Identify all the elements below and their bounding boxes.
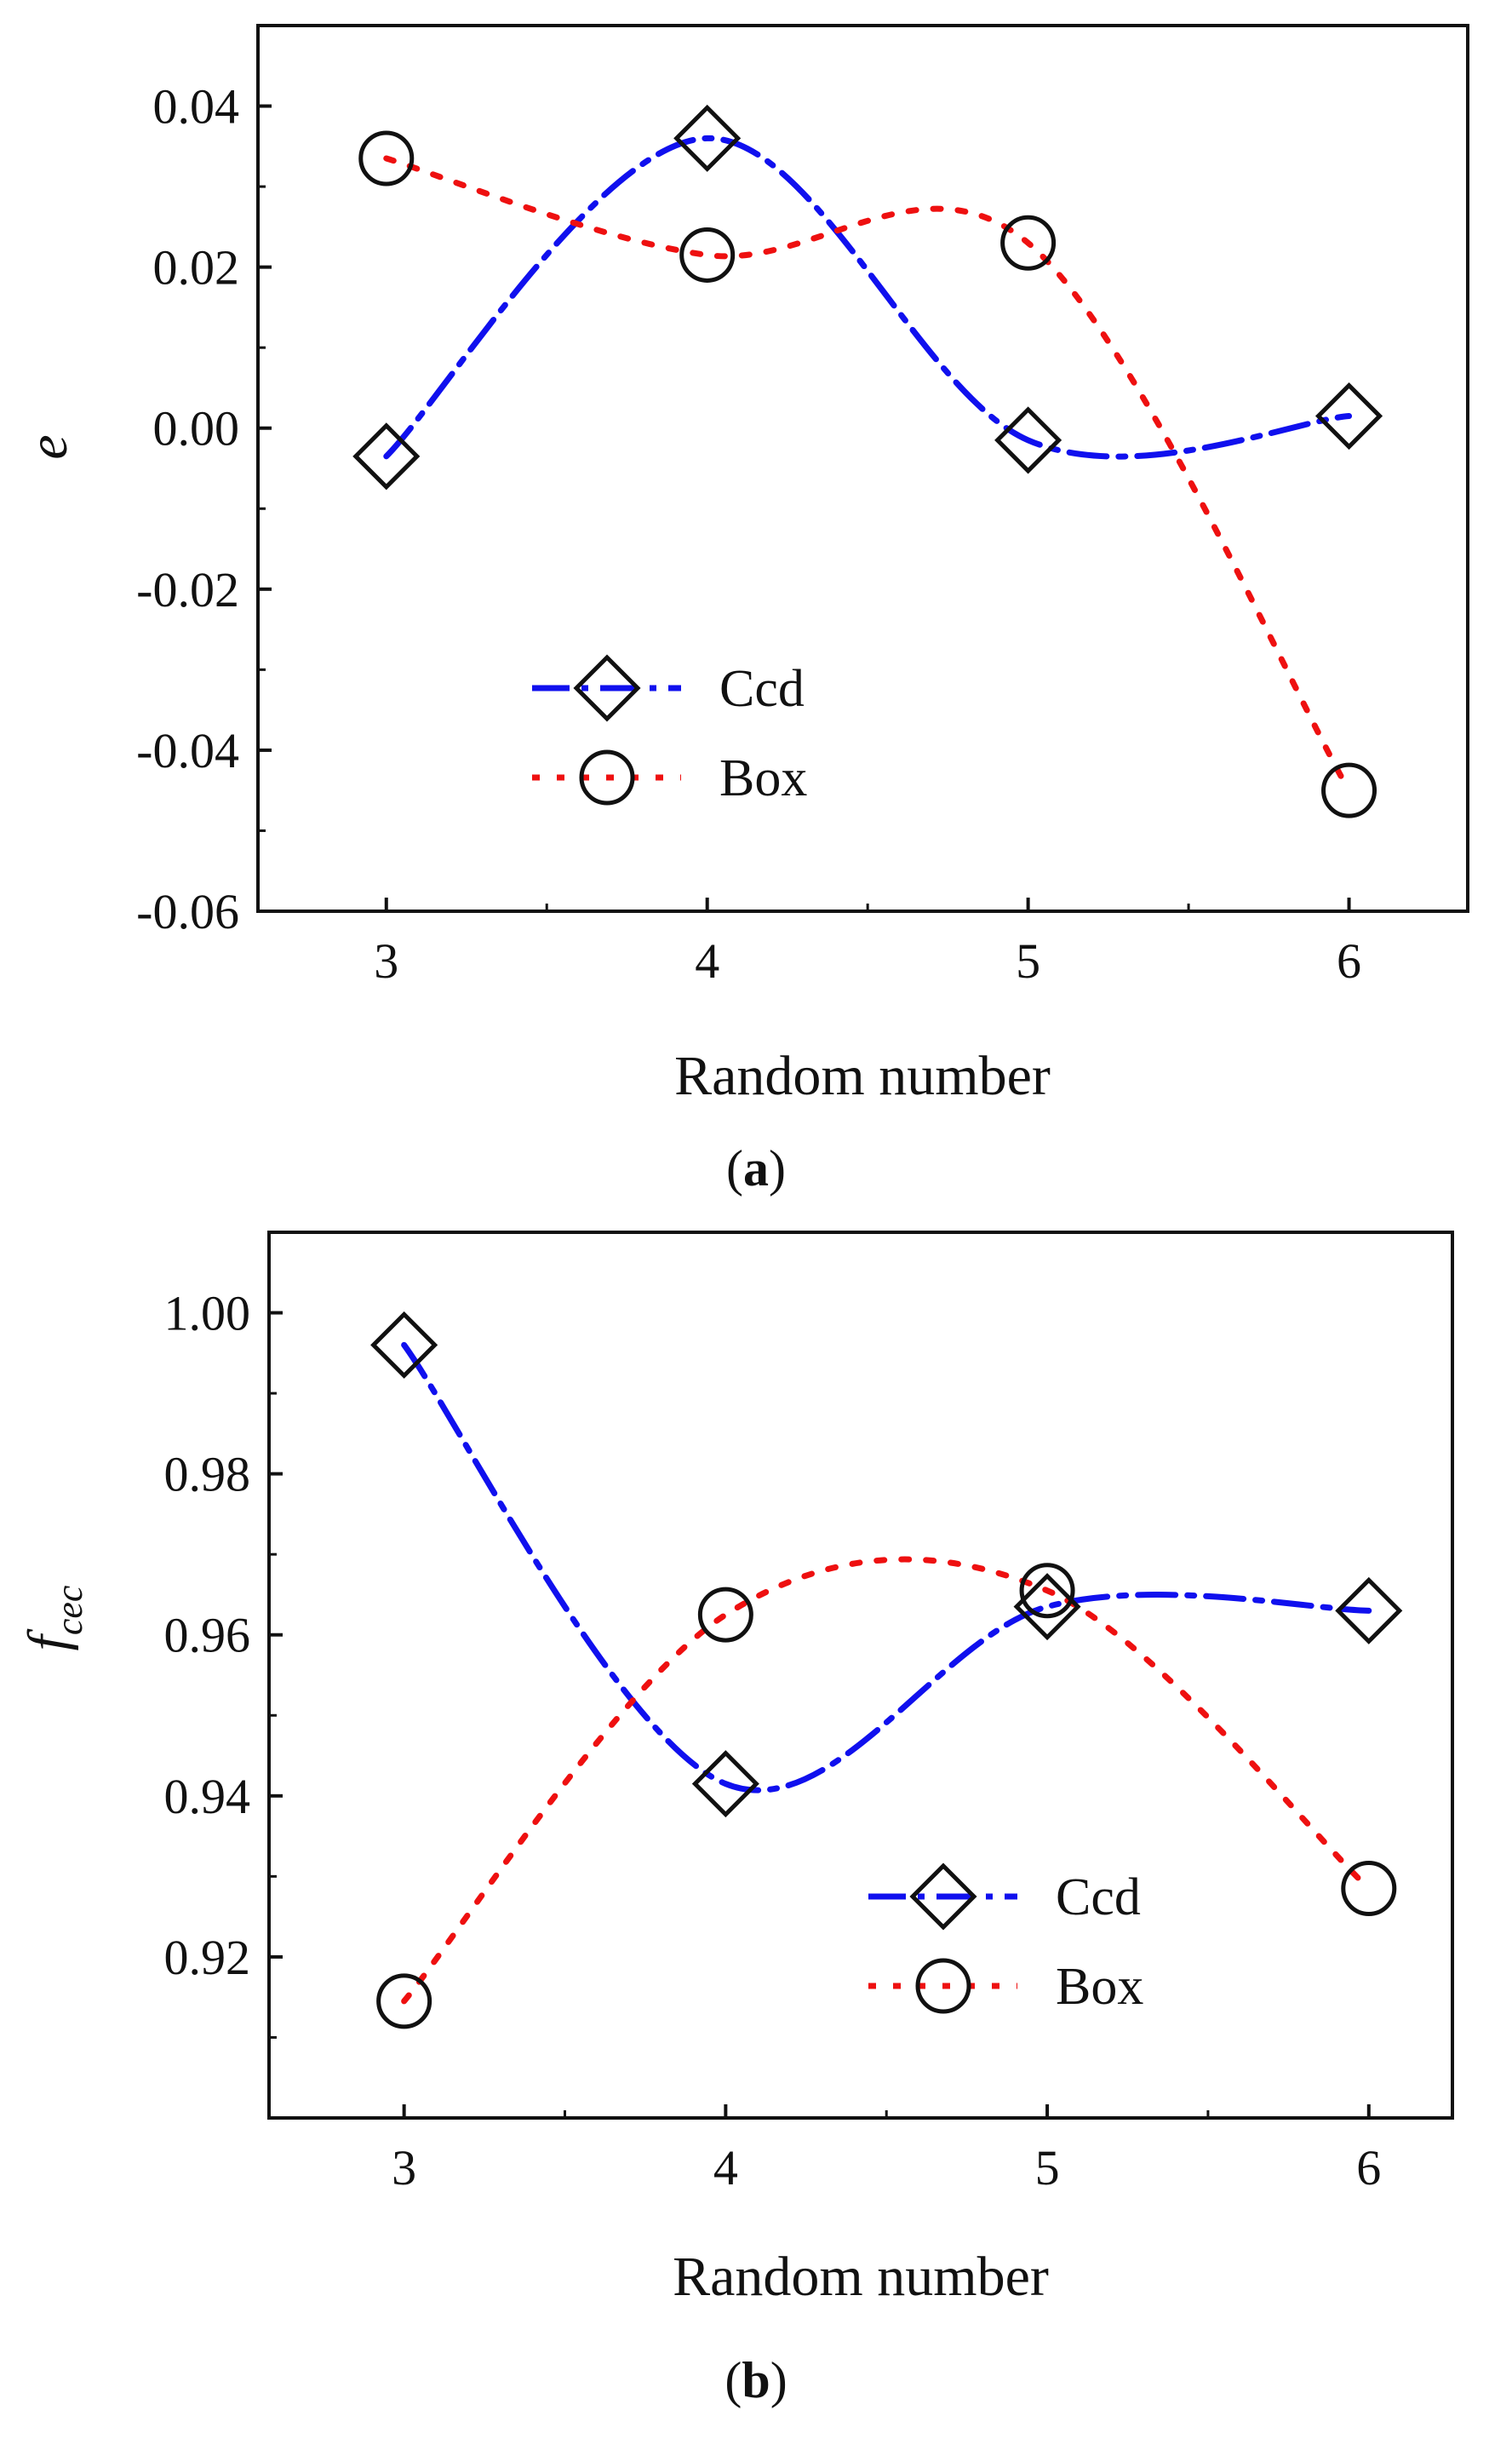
y-tick-label-a: -0.02: [136, 562, 239, 617]
x-axis-title-a: Random number: [674, 1045, 1051, 1107]
legend-label-box-b: Box: [1056, 1958, 1143, 2016]
series-line-ccd-a: [383, 135, 1353, 460]
x-axis-title-b: Random number: [673, 2246, 1049, 2308]
data-point-ccd-a: [673, 104, 742, 172]
y-tick-label-b: 0.98: [164, 1447, 251, 1502]
panel-label-b: (b): [724, 2352, 787, 2408]
legend-b: Ccd Box: [868, 1862, 1143, 2016]
series-line-box-b: [401, 1556, 1372, 2005]
y-tick-label-b: 0.92: [164, 1930, 251, 1985]
x-tick-label-b: 5: [1035, 2140, 1060, 2195]
legend-label-ccd-a: Ccd: [719, 660, 805, 718]
legend-label-ccd-b: Ccd: [1056, 1868, 1141, 1926]
series-line-box-a: [383, 155, 1353, 794]
series-line-ccd-b: [401, 1341, 1372, 1793]
data-point-ccd-a: [994, 406, 1062, 474]
panel-a-chart: 3 4 5 6 -0.06 -0.04 -0.02 0.00 0.02 0.04 Random n…: [17, 24, 1469, 1197]
y-tick-label-b: 0.96: [164, 1608, 251, 1663]
legend-marker-box-a: [579, 749, 635, 806]
legend-marker-box-b: [915, 1958, 971, 2014]
legend-label-box-a: Box: [719, 749, 807, 807]
y-tick-label-a: 0.00: [153, 401, 240, 456]
data-point-box-a: [1000, 215, 1057, 271]
x-tick-label-a: 3: [374, 933, 398, 989]
y-axis-title-b-sub: cec: [49, 1585, 90, 1635]
data-point-box-b: [376, 1973, 432, 2029]
data-point-ccd-b: [370, 1311, 438, 1379]
y-axis-title-a: e: [17, 434, 79, 459]
y-tick-label-a: 0.04: [153, 79, 240, 135]
y-tick-label-a: -0.06: [136, 884, 239, 939]
y-tick-label-b: 0.94: [164, 1769, 251, 1824]
legend-marker-ccd-b: [909, 1862, 977, 1931]
x-tick-label-a: 4: [695, 933, 719, 989]
data-point-box-a: [358, 130, 415, 187]
plot-frame-a: [256, 24, 1469, 913]
y-axis-title-b: fcec: [17, 1585, 90, 1650]
y-tick-label-b: 1.00: [164, 1286, 251, 1341]
data-point-box-b: [1019, 1563, 1075, 1619]
data-point-ccd-b: [1013, 1573, 1081, 1641]
plot-frame-b: [267, 1231, 1454, 2120]
data-point-box-a: [679, 227, 736, 283]
data-point-ccd-b: [691, 1750, 759, 1818]
legend-marker-ccd-a: [573, 654, 641, 722]
y-tick-label-a: -0.04: [136, 723, 239, 778]
x-tick-label-b: 4: [713, 2140, 738, 2195]
x-tick-label-a: 5: [1016, 933, 1040, 989]
data-point-box-a: [1321, 762, 1377, 818]
legend-a: Ccd Box: [532, 654, 807, 807]
panel-label-a: (a): [726, 1140, 786, 1197]
panel-b-chart: 3 4 5 6 0.92 0.94 0.96 0.98 1.00 Random number f…: [17, 1231, 1454, 2408]
x-tick-label-b: 6: [1356, 2140, 1381, 2195]
y-tick-label-a: 0.02: [153, 240, 240, 296]
data-point-ccd-a: [1315, 382, 1383, 450]
data-point-ccd-a: [352, 422, 421, 491]
data-point-box-b: [1341, 1861, 1397, 1917]
data-point-ccd-b: [1335, 1576, 1403, 1644]
x-tick-label-a: 6: [1337, 933, 1361, 989]
x-tick-label-b: 3: [392, 2140, 416, 2195]
data-point-box-b: [697, 1587, 753, 1643]
